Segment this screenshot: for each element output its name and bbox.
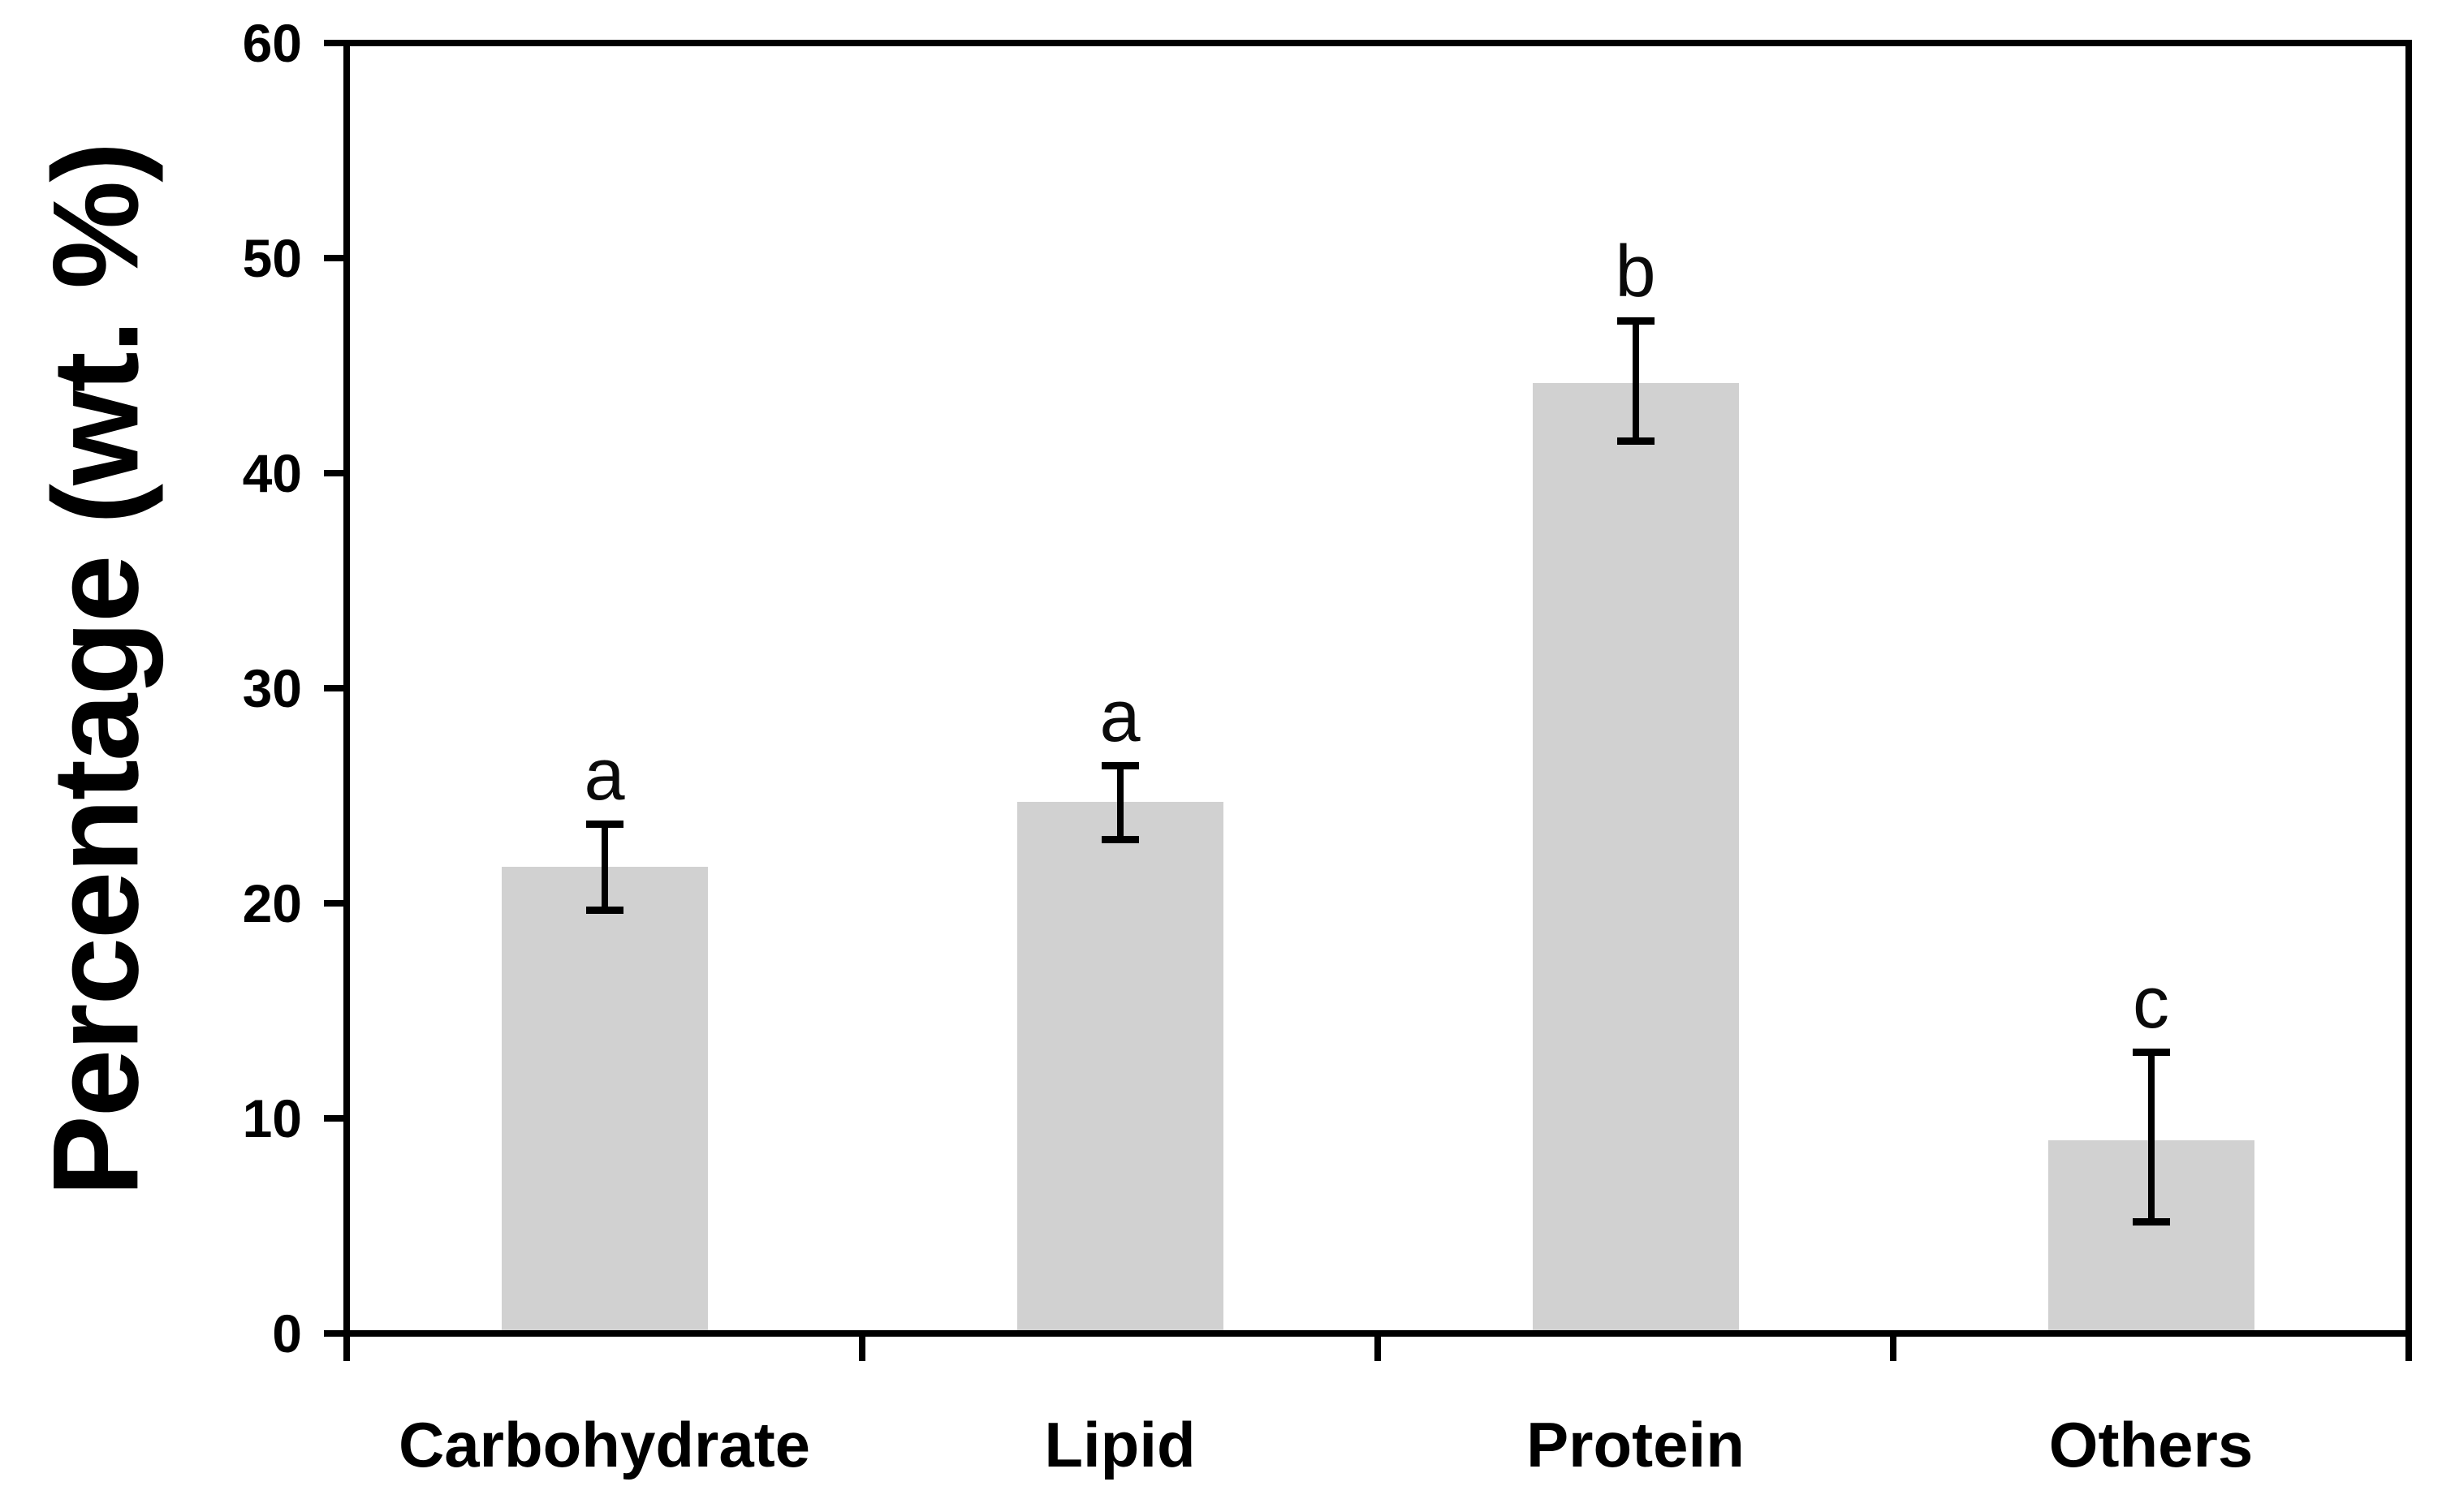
y-tick-mark-30 <box>324 685 343 691</box>
y-tick-label-0: 0 <box>272 1303 302 1363</box>
error-bar-others <box>2147 1051 2155 1222</box>
x-tick-mark-2 <box>1374 1337 1381 1361</box>
x-category-label-others: Others <box>2048 1409 2254 1480</box>
significance-letter-lipid: a <box>1099 676 1141 758</box>
x-tick-mark-1 <box>859 1337 865 1361</box>
x-tick-mark-3 <box>1890 1337 1896 1361</box>
error-cap-top-carbohydrate <box>585 820 623 828</box>
y-tick-label-40: 40 <box>242 443 302 503</box>
significance-letter-others: c <box>2133 962 2169 1044</box>
x-category-label-protein: Protein <box>1526 1409 1745 1480</box>
y-tick-mark-10 <box>324 1115 343 1122</box>
y-tick-label-10: 10 <box>242 1088 302 1148</box>
error-cap-bottom-lipid <box>1101 835 1139 843</box>
y-tick-mark-60 <box>324 40 343 46</box>
y-tick-label-30: 30 <box>242 658 302 718</box>
error-cap-bottom-others <box>2132 1218 2170 1226</box>
y-tick-label-60: 60 <box>242 13 302 73</box>
significance-letter-protein: b <box>1615 230 1656 312</box>
significance-letter-carbohydrate: a <box>584 734 625 816</box>
bar-carbohydrate <box>501 866 708 1333</box>
x-category-label-lipid: Lipid <box>1044 1409 1196 1480</box>
error-cap-bottom-carbohydrate <box>585 906 623 914</box>
x-category-label-carbohydrate: Carbohydrate <box>398 1409 811 1480</box>
x-tick-mark-4 <box>2405 1337 2412 1361</box>
error-cap-bottom-protein <box>1616 437 1655 446</box>
y-tick-label-50: 50 <box>242 228 302 288</box>
error-bar-carbohydrate <box>601 823 608 910</box>
x-tick-mark-0 <box>343 1337 350 1361</box>
error-cap-top-lipid <box>1101 762 1139 770</box>
y-tick-label-20: 20 <box>242 873 302 933</box>
y-tick-mark-40 <box>324 470 343 476</box>
y-tick-mark-0 <box>324 1330 343 1337</box>
error-cap-top-others <box>2132 1048 2170 1056</box>
y-tick-mark-50 <box>324 255 343 261</box>
error-bar-lipid <box>1116 765 1124 839</box>
error-bar-protein <box>1632 320 1639 442</box>
y-tick-mark-20 <box>324 900 343 907</box>
error-cap-top-protein <box>1616 317 1655 325</box>
bar-lipid <box>1016 802 1223 1333</box>
bar-protein <box>1532 382 1739 1333</box>
